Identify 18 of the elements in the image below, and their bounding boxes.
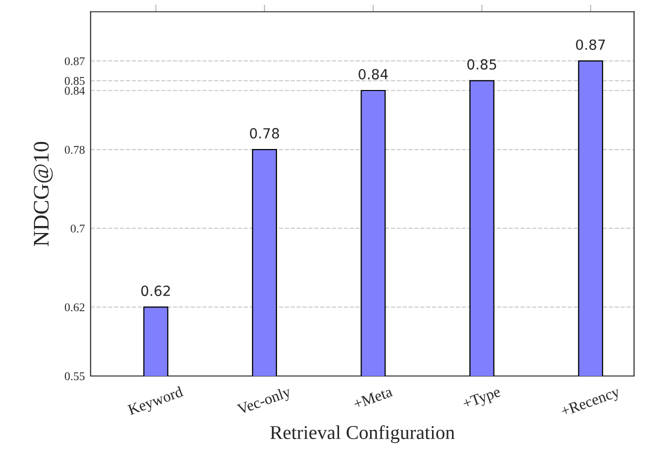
data-label: 0.62 bbox=[141, 286, 170, 296]
y-tick-label: 0.87 bbox=[64, 57, 85, 66]
data-label: 0.87 bbox=[576, 39, 605, 50]
x-tick-label: Vec-only bbox=[236, 386, 293, 418]
x-axis-title: Retrieval Configuration bbox=[270, 425, 455, 444]
y-tick-label: 0.55 bbox=[64, 372, 85, 380]
data-label: 0.85 bbox=[467, 59, 496, 70]
x-tick-label: +Type bbox=[462, 386, 502, 412]
x-tick-label: +Recency bbox=[560, 386, 622, 420]
x-tick-label: +Meta bbox=[352, 386, 394, 410]
y-tick-label: 0.62 bbox=[64, 303, 84, 312]
y-axis-title: NDCG@10 bbox=[34, 142, 53, 246]
y-tick-label: 0.85 bbox=[64, 76, 85, 85]
data-label: 0.78 bbox=[250, 128, 280, 139]
y-tick-label: 0.84 bbox=[64, 86, 85, 95]
y-tick-label: 0.78 bbox=[64, 146, 85, 154]
y-tick-label: 0.7 bbox=[70, 224, 85, 233]
data-label: 0.84 bbox=[358, 68, 388, 80]
